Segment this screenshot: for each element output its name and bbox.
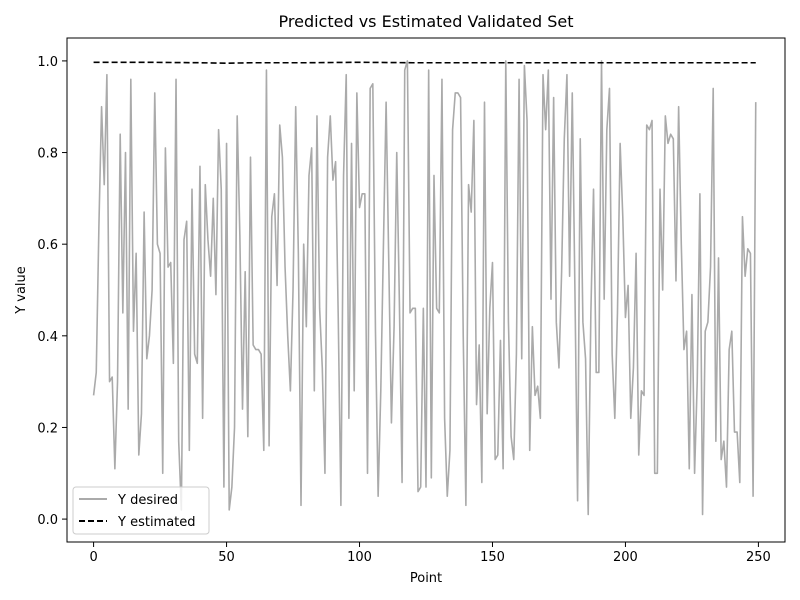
y-tick-label: 0.4 bbox=[37, 330, 58, 345]
x-tick-label: 0 bbox=[89, 550, 97, 565]
y-tick-label: 0.2 bbox=[37, 421, 58, 436]
x-tick-label: 150 bbox=[480, 550, 505, 565]
y-tick-label: 0.6 bbox=[37, 238, 58, 253]
x-axis: 0 50 100 150 200 250 bbox=[89, 542, 771, 565]
y-tick-label: 0.0 bbox=[37, 513, 58, 528]
x-tick-label: 200 bbox=[613, 550, 638, 565]
series-layer bbox=[92, 60, 757, 516]
legend-label-y-desired: Y desired bbox=[117, 493, 178, 508]
legend-label-y-estimated: Y estimated bbox=[117, 515, 196, 530]
x-tick-label: 250 bbox=[746, 550, 771, 565]
y-tick-label: 1.0 bbox=[37, 55, 58, 70]
plot-frame bbox=[66, 37, 786, 543]
legend: Y desired Y estimated bbox=[72, 486, 210, 535]
y-tick-label: 0.8 bbox=[37, 147, 58, 162]
x-axis-label: Point bbox=[410, 571, 442, 586]
series-line-y-estimated bbox=[93, 61, 756, 65]
y-axis: 0.0 0.2 0.4 0.6 0.8 1.0 bbox=[37, 55, 67, 528]
chart-title: Predicted vs Estimated Validated Set bbox=[279, 12, 574, 31]
x-tick-label: 100 bbox=[347, 550, 372, 565]
y-axis-label: Y value bbox=[14, 266, 29, 315]
x-tick-label: 50 bbox=[218, 550, 235, 565]
series-line-y-desired bbox=[92, 60, 757, 516]
